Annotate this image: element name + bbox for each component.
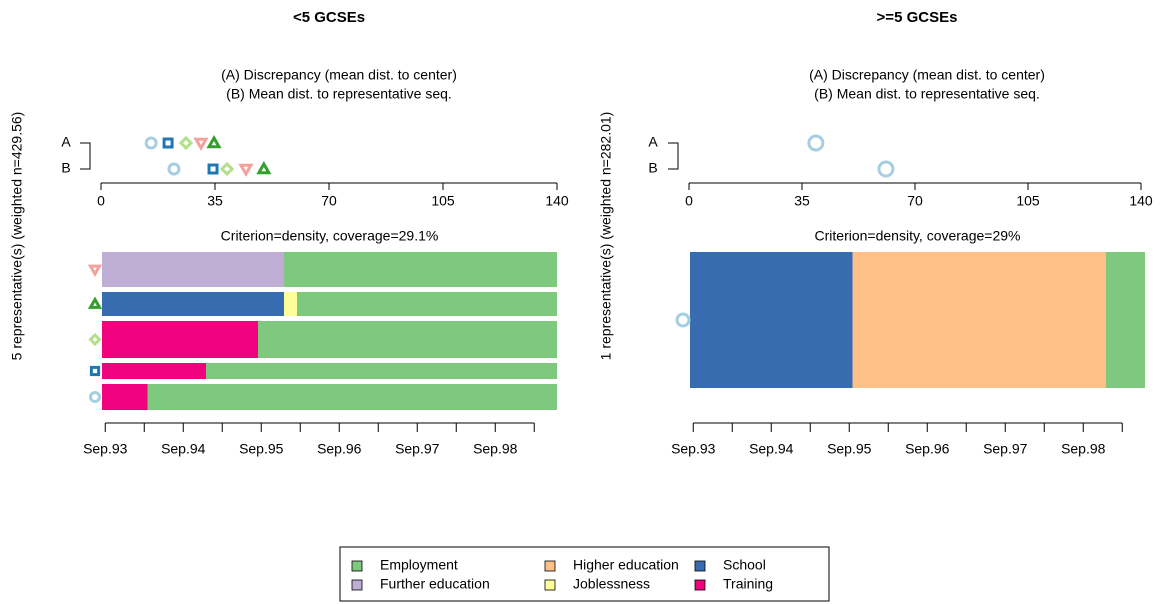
time-tick-label: Sep.93: [83, 441, 128, 457]
time-tick-label: Sep.97: [395, 441, 440, 457]
y-axis-label: 5 representative(s) (weighted n=429.56): [9, 112, 25, 361]
marker: [167, 162, 181, 176]
time-tick-label: Sep.96: [317, 441, 362, 457]
row-label: B: [61, 160, 70, 176]
sequence-segment: [690, 252, 853, 388]
time-tick-label: Sep.95: [827, 441, 872, 457]
marker: [89, 365, 101, 377]
distance-legend: (A) Discrepancy (mean dist. to center): [809, 67, 1045, 83]
distance-legend: (B) Mean dist. to representative seq.: [814, 86, 1040, 102]
time-tick-label: Sep.98: [1061, 441, 1106, 457]
legend-swatch: [351, 579, 363, 591]
legend-swatch: [694, 579, 706, 591]
sequence-segment: [102, 292, 284, 316]
sequence-segment: [102, 363, 206, 379]
marker: [675, 312, 691, 328]
sequence-segment: [206, 363, 557, 379]
sequence-segment: [852, 252, 1106, 388]
legend-swatch: [544, 579, 556, 591]
time-tick-label: Sep.95: [239, 441, 284, 457]
marker: [88, 332, 102, 347]
sequence-segment: [102, 384, 148, 410]
time-tick-label: Sep.98: [473, 441, 518, 457]
marker: [207, 163, 219, 175]
sequence-segment: [147, 384, 557, 410]
row-bracket: [80, 142, 91, 170]
legend-swatch: [694, 560, 706, 572]
x-tick-label: 70: [321, 193, 337, 209]
panel-title: >=5 GCSEs: [877, 9, 958, 26]
marker: [178, 135, 194, 151]
row-label: A: [61, 134, 71, 150]
row-label: A: [648, 134, 658, 150]
row-bracket: [668, 142, 679, 170]
marker: [206, 134, 222, 149]
row-label: B: [648, 160, 657, 176]
criterion-label: Criterion=density, coverage=29.1%: [221, 228, 439, 244]
x-tick-label: 0: [97, 193, 105, 209]
sequence-segment: [284, 292, 297, 316]
marker: [238, 163, 254, 178]
marker: [162, 137, 174, 149]
sequence-segment: [258, 321, 557, 358]
x-tick-label: 35: [794, 193, 810, 209]
sequence-segment: [102, 252, 284, 287]
marker: [256, 160, 272, 175]
distance-legend: (B) Mean dist. to representative seq.: [226, 86, 452, 102]
sequence-segment: [284, 252, 557, 287]
sequence-segment: [102, 321, 258, 358]
time-tick-label: Sep.97: [983, 441, 1028, 457]
time-tick-label: Sep.94: [161, 441, 206, 457]
sequence-segment: [297, 292, 557, 316]
x-tick-label: 35: [207, 193, 223, 209]
time-tick-label: Sep.96: [905, 441, 950, 457]
marker: [87, 264, 103, 278]
x-tick-label: 140: [545, 193, 569, 209]
legend-swatch: [351, 560, 363, 572]
legend-swatch: [544, 560, 556, 572]
legend-label: School: [723, 557, 766, 573]
x-tick-label: 70: [907, 193, 923, 209]
marker: [193, 137, 209, 152]
time-tick-label: Sep.94: [749, 441, 794, 457]
legend-label: Joblessness: [573, 576, 650, 592]
y-axis-label: 1 representative(s) (weighted n=282.01): [598, 112, 614, 361]
criterion-label: Criterion=density, coverage=29%: [815, 228, 1021, 244]
legend-label: Employment: [380, 557, 458, 573]
marker: [89, 391, 101, 403]
sequence-segment: [1106, 252, 1145, 388]
marker: [807, 134, 825, 152]
time-tick-label: Sep.93: [671, 441, 716, 457]
x-tick-label: 105: [1016, 193, 1040, 209]
legend-box: [339, 546, 830, 602]
x-tick-label: 105: [431, 193, 455, 209]
distance-legend: (A) Discrepancy (mean dist. to center): [221, 67, 457, 83]
marker: [87, 296, 103, 309]
legend-label: Higher education: [573, 557, 679, 573]
legend-label: Further education: [380, 576, 490, 592]
x-tick-label: 0: [685, 193, 693, 209]
marker: [877, 160, 895, 178]
marker: [219, 161, 235, 177]
x-tick-label: 140: [1129, 193, 1153, 209]
panel-title: <5 GCSEs: [293, 9, 365, 26]
marker: [144, 136, 158, 150]
legend-label: Training: [723, 576, 773, 592]
